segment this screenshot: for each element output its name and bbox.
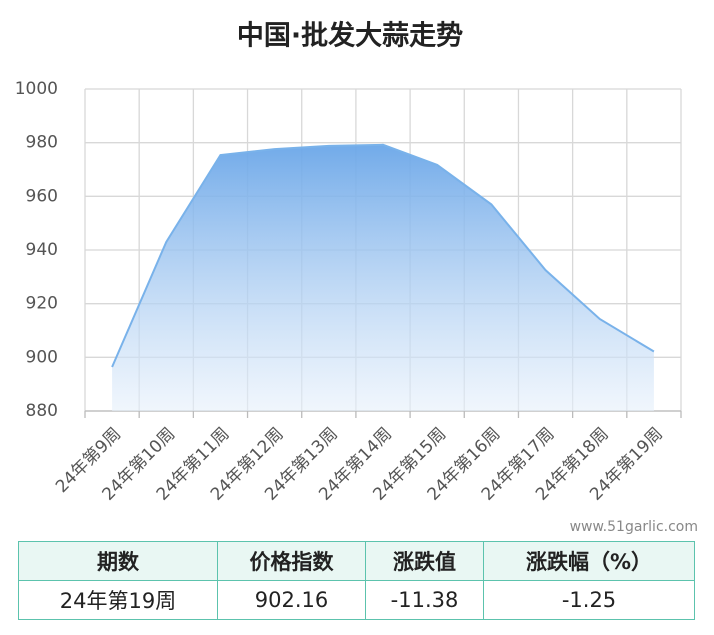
area-fill xyxy=(112,144,654,411)
watermark: www.51garlic.com xyxy=(570,519,698,535)
y-tick-label: 880 xyxy=(26,401,58,421)
y-tick-label: 920 xyxy=(26,294,58,314)
header-row: 期数 价格指数 涨跌值 涨跌幅（%） xyxy=(18,541,695,581)
y-tick-label: 940 xyxy=(26,240,58,260)
cell: 24年第19周 xyxy=(18,580,218,620)
y-tick-label: 980 xyxy=(26,133,58,153)
header-cell: 涨跌值 xyxy=(365,541,484,581)
data-table: 期数 价格指数 涨跌值 涨跌幅（%） 24年第19周 902.16 -11.38… xyxy=(18,541,695,620)
y-tick-label: 1000 xyxy=(15,79,58,99)
header-cell: 涨跌幅（%） xyxy=(483,541,695,581)
header-cell: 价格指数 xyxy=(217,541,366,581)
chart-title: 中国·批发大蒜走势 xyxy=(237,20,463,52)
cell: -11.38 xyxy=(365,580,484,620)
chart: 中国·批发大蒜走势 www.51garlic.com 880 900 920 940 9… xyxy=(15,20,698,536)
line xyxy=(111,143,655,368)
header-cell: 期数 xyxy=(18,541,218,581)
data-row: 24年第19周 902.16 -11.38 -1.25 xyxy=(18,580,695,620)
y-tick-label: 960 xyxy=(26,186,58,206)
cell: -1.25 xyxy=(483,580,695,620)
cell: 902.16 xyxy=(217,580,366,620)
y-tick-label: 900 xyxy=(26,347,58,367)
